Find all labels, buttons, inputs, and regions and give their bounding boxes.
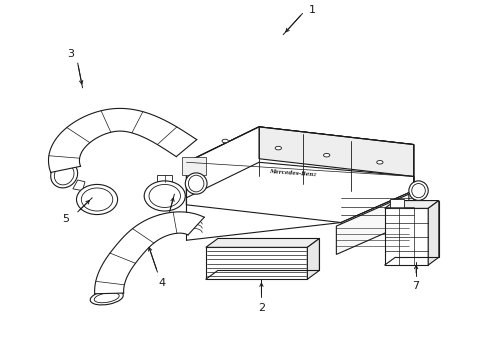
Text: 6: 6 [156,214,163,224]
Ellipse shape [275,146,281,150]
Polygon shape [181,157,205,175]
Polygon shape [186,127,259,198]
Polygon shape [94,212,204,294]
Ellipse shape [411,184,425,198]
Ellipse shape [76,184,117,215]
Text: 5: 5 [62,214,69,224]
Text: 2: 2 [257,303,264,312]
Text: Mercedes-Benz: Mercedes-Benz [268,169,316,177]
Polygon shape [157,175,172,182]
Text: 3: 3 [67,49,74,59]
Polygon shape [205,247,307,279]
Ellipse shape [81,188,113,211]
Text: 1: 1 [308,5,315,15]
Polygon shape [389,199,403,208]
Ellipse shape [149,184,180,207]
Ellipse shape [90,291,123,305]
Polygon shape [259,127,413,176]
Polygon shape [427,201,438,265]
Ellipse shape [376,161,382,164]
Text: 4: 4 [159,278,165,288]
Polygon shape [73,180,85,191]
Ellipse shape [188,175,203,192]
Polygon shape [336,194,408,255]
Polygon shape [205,238,319,247]
Polygon shape [186,127,413,222]
Ellipse shape [408,181,427,201]
Polygon shape [307,238,319,279]
Polygon shape [341,191,413,251]
Ellipse shape [94,293,119,303]
Ellipse shape [144,181,185,211]
Ellipse shape [222,139,228,143]
Ellipse shape [185,173,206,194]
Polygon shape [186,162,413,240]
Polygon shape [384,208,427,265]
Polygon shape [384,201,438,208]
Polygon shape [48,108,196,172]
Text: 7: 7 [412,281,419,291]
Ellipse shape [54,165,74,185]
Ellipse shape [51,162,78,188]
Polygon shape [186,127,413,222]
Ellipse shape [323,153,329,157]
